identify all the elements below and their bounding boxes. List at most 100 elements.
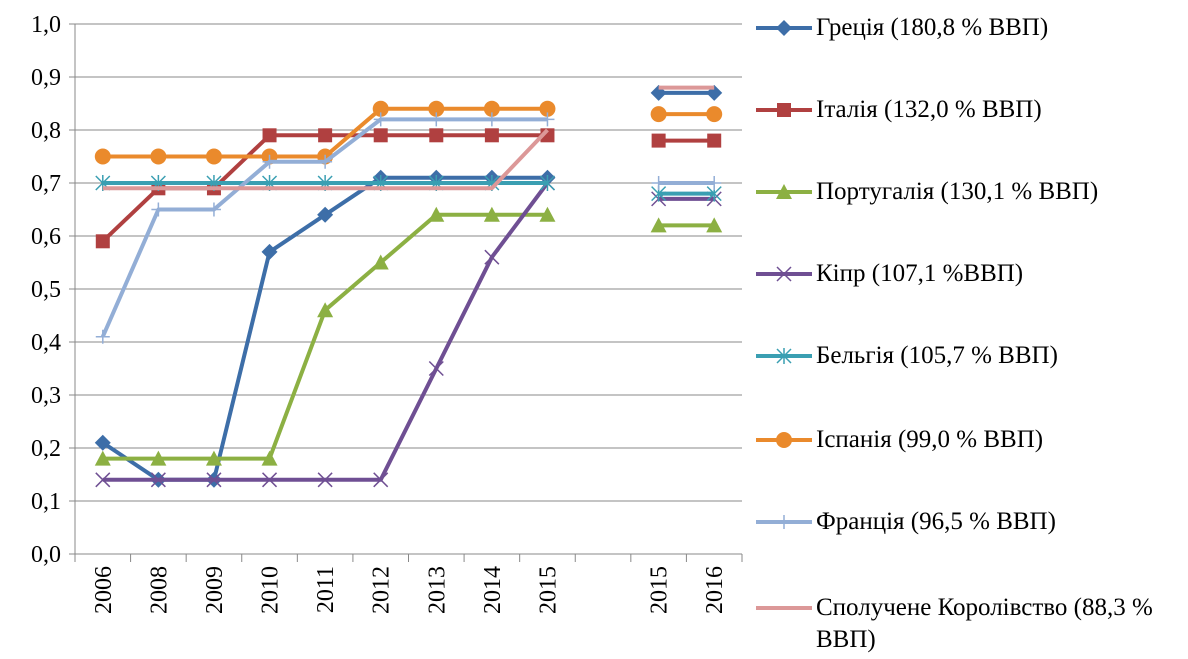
- marker: [776, 20, 792, 36]
- y-tick-label: 0,9: [31, 65, 61, 91]
- marker: [539, 206, 556, 222]
- marker: [150, 472, 166, 488]
- legend-entry: Португалія (130,1 % ВВП): [752, 176, 1171, 208]
- legend-swatch: [756, 266, 812, 282]
- x-tick-label: 2013: [424, 566, 450, 614]
- marker: [95, 472, 111, 488]
- chart: 0,0 0,1 0,2 0,3 0,4 0,5 0,6 0,7 0,8 0,9 1,0 2006 200…: [31, 12, 743, 614]
- marker: [539, 175, 555, 191]
- marker: [206, 202, 221, 217]
- legend-entry: Іспанія (99,0 % ВВП): [752, 424, 1171, 456]
- marker: [262, 154, 277, 169]
- x-tick-label: 2016: [702, 566, 728, 614]
- marker: [318, 128, 333, 143]
- y-tick-label: 0,4: [31, 330, 61, 356]
- legend-swatch: [756, 515, 812, 529]
- marker: [205, 450, 222, 466]
- legend-entry: Італія (132,0 % ВВП): [752, 94, 1171, 126]
- y-tick-label: 0,7: [31, 171, 61, 197]
- marker: [484, 112, 499, 127]
- marker: [372, 254, 389, 270]
- marker: [484, 128, 499, 143]
- marker: [205, 148, 222, 165]
- legend-label: Бельгія (105,7 % ВВП): [816, 342, 1058, 369]
- y-tick-label: 0,3: [31, 383, 61, 409]
- legend-label: Франція (96,5 % ВВП): [816, 508, 1056, 535]
- legend-label: Португалія (130,1 % ВВП): [816, 178, 1099, 205]
- y-tick-label: 1,0: [31, 12, 61, 38]
- marker: [650, 106, 667, 123]
- x-tick-label: 2015: [535, 566, 561, 614]
- marker: [776, 432, 792, 448]
- y-tick-label: 0,5: [31, 277, 61, 303]
- legend-label: Сполучене Королівство (88,3 % ВВП): [816, 594, 1153, 653]
- x-tick-label: 2010: [258, 566, 284, 614]
- marker: [150, 450, 167, 466]
- marker: [707, 176, 722, 190]
- marker: [776, 348, 792, 364]
- x-tick-label: 2015: [647, 566, 673, 614]
- marker: [373, 112, 388, 127]
- marker: [261, 243, 278, 260]
- marker: [650, 217, 667, 233]
- marker: [483, 100, 500, 117]
- legend-label: Кіпр (107,1 %ВВП): [816, 260, 1024, 287]
- marker: [94, 434, 111, 451]
- marker: [428, 360, 444, 377]
- marker: [262, 472, 278, 488]
- legend-swatch: [756, 348, 812, 364]
- marker: [706, 106, 723, 123]
- marker: [206, 472, 222, 488]
- marker: [776, 266, 792, 282]
- legend-entry: Кіпр (107,1 %ВВП): [752, 258, 1171, 290]
- marker: [429, 112, 444, 127]
- series-line: [100, 117, 715, 338]
- legend-entry: Греція (180,8 % ВВП): [752, 12, 1171, 44]
- marker: [706, 217, 723, 233]
- marker: [483, 206, 500, 222]
- marker: [262, 128, 277, 143]
- marker: [707, 133, 722, 148]
- marker: [428, 100, 445, 117]
- marker: [428, 206, 445, 222]
- marker: [317, 302, 334, 318]
- legend-entry: Франція (96,5 % ВВП): [752, 506, 1171, 538]
- legend-label: Іспанія (99,0 % ВВП): [816, 426, 1044, 453]
- marker: [95, 234, 110, 249]
- marker: [373, 472, 389, 488]
- y-tick-label: 0,6: [31, 224, 61, 250]
- x-tick-label: 2011: [313, 566, 339, 613]
- y-tick-label: 0,1: [31, 489, 61, 515]
- x-tick-label: 2008: [146, 566, 172, 614]
- marker: [776, 184, 792, 199]
- marker: [651, 133, 666, 148]
- x-tick-label: 2014: [480, 566, 506, 614]
- marker: [317, 472, 333, 488]
- marker: [372, 100, 389, 117]
- marker: [151, 202, 166, 217]
- marker: [651, 176, 666, 190]
- marker: [317, 206, 334, 223]
- marker: [150, 148, 167, 165]
- series-line: [102, 106, 715, 159]
- marker: [94, 148, 111, 165]
- marker: [261, 450, 278, 466]
- x-tick-label: 2009: [202, 566, 228, 614]
- marker: [777, 103, 791, 117]
- marker: [318, 154, 333, 169]
- marker: [429, 128, 444, 143]
- legend-label: Греція (180,8 % ВВП): [816, 14, 1049, 41]
- y-tick-label: 0,2: [31, 436, 61, 462]
- legend-swatch: [756, 432, 812, 448]
- x-tick-label: 2006: [91, 566, 117, 614]
- y-tick-label: 0,8: [31, 118, 61, 144]
- marker: [540, 112, 555, 127]
- legend-swatch: [756, 606, 812, 610]
- marker: [94, 450, 111, 466]
- legend-entry: Сполучене Королівство (88,3 % ВВП): [752, 592, 1171, 656]
- legend-swatch: [756, 103, 812, 117]
- legend-swatch: [756, 20, 812, 36]
- marker: [373, 128, 388, 143]
- series-line: [102, 181, 715, 482]
